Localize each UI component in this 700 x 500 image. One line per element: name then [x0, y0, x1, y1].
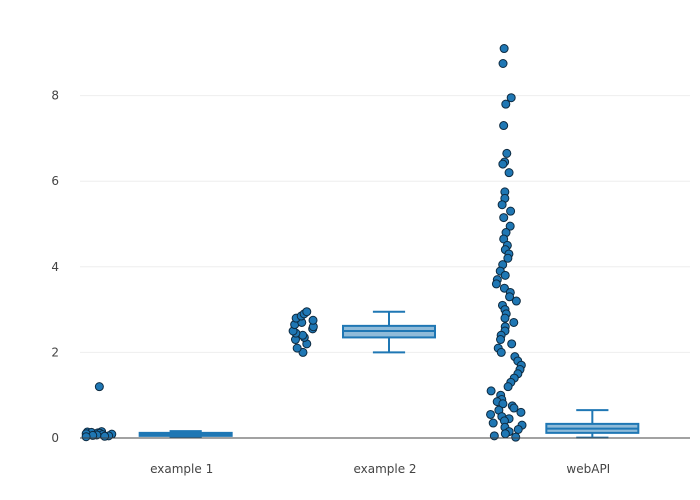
data-point [499, 121, 509, 131]
data-point [505, 292, 515, 302]
y-axis-tick-labels: 0 2 4 6 8 [51, 89, 59, 445]
data-point [499, 44, 509, 54]
box-traces [138, 310, 640, 439]
data-point [511, 432, 521, 442]
data-point [81, 432, 91, 442]
data-point [503, 253, 513, 263]
y-tick-label: 6 [51, 174, 59, 188]
data-point [486, 386, 496, 396]
data-point [505, 221, 515, 231]
data-point [498, 59, 508, 68]
data-point [100, 431, 110, 441]
y-tick-label: 4 [51, 260, 59, 274]
data-point [496, 347, 506, 357]
y-tick-label: 2 [51, 345, 59, 359]
y-tick-label: 0 [51, 431, 59, 445]
data-point [500, 313, 510, 323]
data-point [507, 339, 517, 349]
data-point [502, 148, 512, 158]
data-point [506, 93, 516, 103]
box-trace [342, 310, 436, 354]
data-points [81, 44, 527, 442]
data-point [516, 407, 526, 417]
data-point [497, 200, 507, 210]
data-point [509, 403, 519, 413]
data-point [491, 279, 501, 289]
data-point [308, 315, 318, 325]
data-point [496, 335, 506, 345]
data-point [501, 99, 511, 109]
data-point [503, 382, 513, 392]
data-point [499, 283, 509, 293]
x-axis-tick-labels: example 1 example 2 webAPI [150, 462, 610, 476]
data-point [94, 382, 104, 392]
data-point [302, 307, 312, 317]
data-point [486, 409, 496, 419]
gridlines [80, 95, 690, 353]
x-tick-label: webAPI [566, 462, 610, 476]
data-point [498, 399, 508, 409]
data-point [506, 206, 516, 216]
x-tick-label: example 1 [150, 462, 213, 476]
data-point [500, 429, 510, 439]
data-point [500, 270, 510, 280]
data-point [499, 213, 509, 223]
box-trace [545, 409, 640, 439]
data-point [513, 424, 523, 434]
data-point [488, 418, 498, 428]
data-point [498, 159, 508, 169]
box-trace [138, 430, 233, 439]
y-tick-label: 8 [51, 89, 59, 103]
data-point [511, 296, 521, 306]
data-point [504, 168, 514, 178]
data-point [292, 343, 302, 353]
data-point [489, 431, 499, 441]
data-point [509, 317, 519, 327]
x-tick-label: example 2 [353, 462, 416, 476]
